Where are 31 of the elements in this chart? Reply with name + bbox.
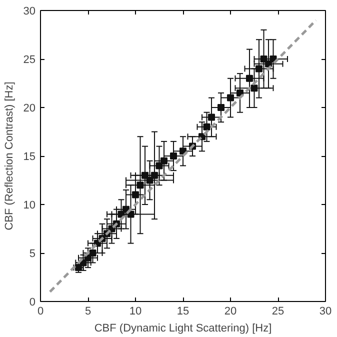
x-tick-label: 0 (37, 306, 44, 318)
point (260, 56, 268, 62)
x-tick-label: 15 (176, 306, 190, 318)
point (142, 172, 148, 179)
point (203, 123, 210, 130)
point (208, 114, 215, 121)
point (218, 104, 224, 111)
y-tick-label: 0 (29, 296, 36, 308)
point (256, 65, 262, 72)
point (250, 84, 258, 92)
point (146, 176, 154, 184)
y-tick-label: 20 (23, 102, 36, 114)
y-tick-label: 30 (23, 6, 36, 18)
x-tick-label: 10 (129, 306, 142, 318)
x-axis-title: CBF (Dynamic Light Scattering) [Hz] (94, 322, 272, 334)
y-tick-label: 15 (23, 151, 36, 163)
x-tick-label: 20 (224, 306, 237, 318)
x-tick-label: 30 (319, 306, 332, 318)
point (227, 94, 234, 102)
point (246, 74, 253, 82)
y-axis-title: CBF (Reflection Contrast) [Hz] (3, 82, 16, 230)
y-tick-label: 10 (23, 200, 36, 212)
point (132, 191, 139, 198)
x-tick-label: 25 (272, 306, 284, 318)
point (136, 182, 144, 189)
point (160, 157, 168, 164)
point (170, 152, 177, 160)
point (89, 250, 96, 256)
x-tick-label: 5 (84, 306, 92, 318)
y-tick-label: 5 (29, 248, 36, 260)
y-tick-label: 25 (23, 54, 36, 66)
